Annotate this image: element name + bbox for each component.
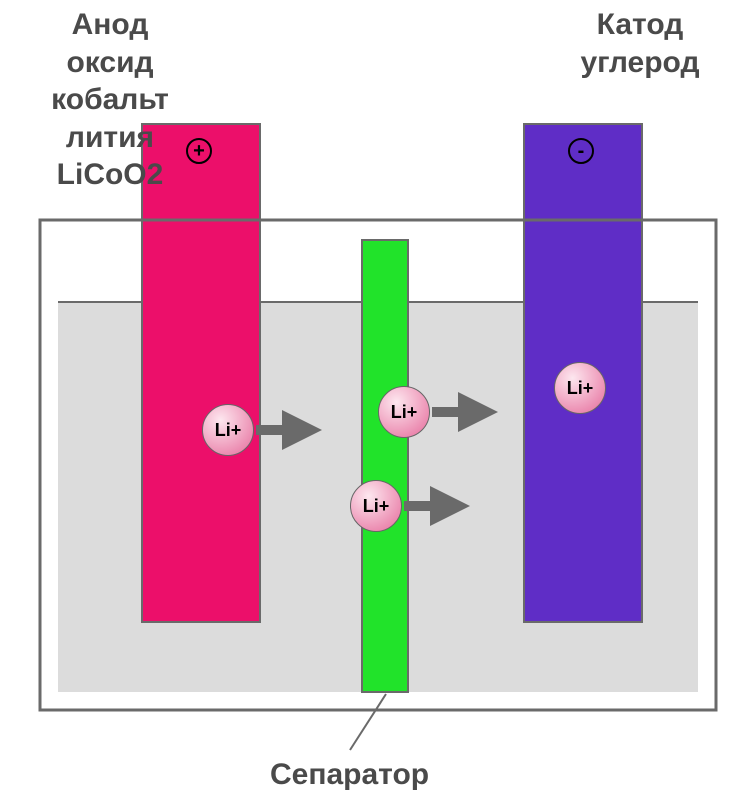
minus-symbol: - bbox=[568, 138, 594, 164]
lithium-ion: Li+ bbox=[202, 404, 254, 456]
cathode-label: Катодуглерод bbox=[540, 6, 740, 81]
label-line: углерод bbox=[540, 44, 740, 82]
label-line: Катод bbox=[540, 6, 740, 44]
lithium-ion: Li+ bbox=[554, 362, 606, 414]
anode-label: АнодоксидкобальтлитияLiCoO2 bbox=[30, 6, 190, 194]
separator-label: Сепаратор bbox=[270, 756, 429, 794]
separator-bar bbox=[362, 240, 408, 692]
label-line: оксид bbox=[30, 44, 190, 82]
lithium-ion: Li+ bbox=[350, 480, 402, 532]
label-line: Анод bbox=[30, 6, 190, 44]
label-line: лития bbox=[30, 119, 190, 157]
lithium-ion: Li+ bbox=[378, 386, 430, 438]
plus-symbol: + bbox=[186, 138, 212, 164]
label-line: кобальт bbox=[30, 81, 190, 119]
label-line: LiCoO2 bbox=[30, 156, 190, 194]
anode-bar bbox=[142, 124, 260, 622]
